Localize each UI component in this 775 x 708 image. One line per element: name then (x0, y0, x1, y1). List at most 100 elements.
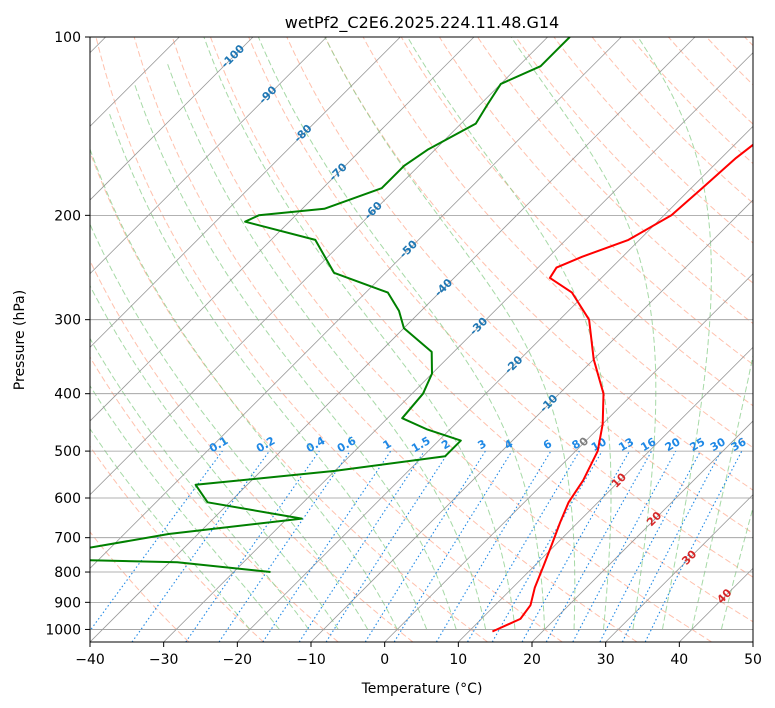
dry-adiabat (668, 37, 753, 125)
x-tick-label: 0 (380, 652, 389, 668)
dry-adiabat (629, 37, 753, 165)
dry-adiabat (90, 356, 339, 642)
isotherm-label: -50 (397, 237, 420, 260)
mixing-ratio-label: 6 (541, 437, 554, 452)
y-tick-label: 100 (54, 30, 81, 46)
isotherm-line (752, 641, 753, 642)
isotherm-line (310, 199, 753, 642)
isotherm-label: -10 (537, 392, 560, 415)
dry-adiabat (515, 37, 753, 284)
moist-adiabat (90, 222, 369, 630)
mixing-ratio-label: 0.2 (254, 434, 277, 455)
dry-adiabat (90, 150, 488, 642)
mixing-ratio-line (262, 450, 392, 642)
isotherm-line (90, 37, 548, 496)
mixing-ratio-line (545, 450, 653, 642)
isotherm-label: -40 (432, 276, 455, 299)
y-tick-label: 800 (54, 565, 81, 581)
isotherm-line (458, 346, 753, 642)
isotherm-line (90, 37, 254, 201)
plot-frame (89, 36, 754, 643)
dry-adiabat (90, 259, 414, 642)
isotherm-line (384, 273, 753, 642)
dry-adiabat (324, 37, 753, 491)
dry-adiabat (210, 37, 753, 623)
dry-adiabat (248, 37, 753, 578)
x-tick-label: 40 (670, 652, 688, 668)
x-axis-title: Temperature (°C) (361, 681, 483, 697)
x-tick-label: 10 (449, 652, 467, 668)
moist-adiabat (324, 37, 576, 630)
temperature-profile (491, 143, 753, 633)
moist-adiabat (90, 284, 339, 630)
dry-adiabat (90, 445, 264, 642)
x-tick-label: −20 (223, 652, 253, 668)
mixing-ratio-label: 1 (381, 437, 394, 452)
moist-adiabat (134, 83, 457, 630)
mixing-ratio-label: 1.5 (409, 434, 432, 455)
y-tick-label: 500 (54, 444, 81, 460)
moist-adiabat (203, 37, 516, 630)
dry-adiabat (438, 37, 753, 366)
moist-adiabat (90, 147, 398, 630)
y-tick-label: 600 (54, 491, 81, 507)
isotherm-label: -100 (219, 42, 248, 71)
dry-adiabat (744, 37, 753, 47)
mixing-ratio-label: 0.4 (304, 434, 328, 455)
isotherm-line (605, 494, 753, 642)
dry-adiabat (706, 37, 753, 86)
dry-adiabat (400, 37, 753, 407)
moist-adiabat (407, 37, 612, 630)
mixing-ratio-label: 0.6 (335, 434, 359, 455)
x-tick-label: 50 (744, 652, 762, 668)
moist-adiabat (510, 37, 657, 630)
moist-adiabat (90, 337, 310, 630)
dry-adiabat (133, 37, 638, 642)
y-axis: 100 200 300 400 500 600 700 800 900 1000 (45, 30, 90, 638)
moist-adiabat (691, 353, 753, 630)
x-axis: −40 −30 −20 −10 0 10 20 30 40 50 (75, 642, 762, 668)
isotherm-line (90, 37, 327, 275)
isotherm-label: 10 (609, 470, 629, 490)
mixing-ratio-line (90, 450, 223, 632)
y-tick-label: 400 (54, 387, 81, 403)
isotherm-label: 30 (679, 547, 699, 567)
isotherm-line (90, 37, 622, 569)
y-tick-label: 900 (54, 595, 81, 611)
chart-title: wetPf2_C2E6.2025.224.11.48.G14 (285, 13, 559, 33)
plot-area: 0.1 0.2 0.4 0.6 1 1.5 2 3 4 6 8 10 13 16 20 25 30 36-100-… (90, 37, 753, 642)
y-tick-label: 700 (54, 531, 81, 547)
moist-adiabat (109, 114, 428, 630)
mixing-ratio-line (218, 450, 351, 642)
isotherm-label: 20 (644, 509, 664, 529)
x-tick-label: −10 (296, 652, 326, 668)
mixing-ratio-line (435, 450, 552, 642)
dry-adiabat (95, 37, 563, 642)
x-tick-label: 20 (523, 652, 541, 668)
isotherm-line (90, 37, 475, 422)
moist-adiabat (637, 37, 712, 630)
isotherm-line (90, 37, 401, 348)
dry-adiabat (553, 37, 753, 244)
isotherm-label: -70 (327, 160, 350, 183)
y-tick-label: 300 (54, 313, 81, 329)
mixing-ratio-line (521, 450, 630, 642)
mixing-ratio-line (298, 450, 425, 642)
isotherm-label: -60 (362, 199, 385, 222)
dry-adiabat (90, 531, 190, 642)
dewpoint-profile (90, 37, 571, 573)
isotherm-label: -90 (256, 83, 279, 106)
isotherm-line (237, 125, 753, 642)
mixing-ratio-line (131, 450, 270, 642)
isotherm-line (531, 420, 753, 642)
mixing-ratio-line (393, 450, 513, 642)
isotherm-line (90, 37, 696, 642)
moist-adiabat (166, 61, 487, 630)
isotherm-label: -30 (467, 314, 490, 337)
x-tick-label: 30 (597, 652, 615, 668)
moist-adiabat (90, 427, 251, 630)
moist-adiabat (257, 37, 546, 630)
moist-adiabat (720, 505, 753, 630)
mixing-ratio-line (572, 450, 677, 642)
mixing-ratio-line (644, 450, 743, 642)
